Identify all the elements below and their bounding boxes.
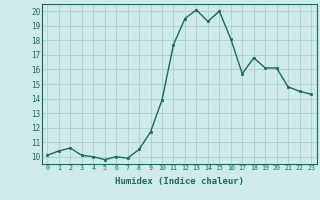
X-axis label: Humidex (Indice chaleur): Humidex (Indice chaleur) [115, 177, 244, 186]
